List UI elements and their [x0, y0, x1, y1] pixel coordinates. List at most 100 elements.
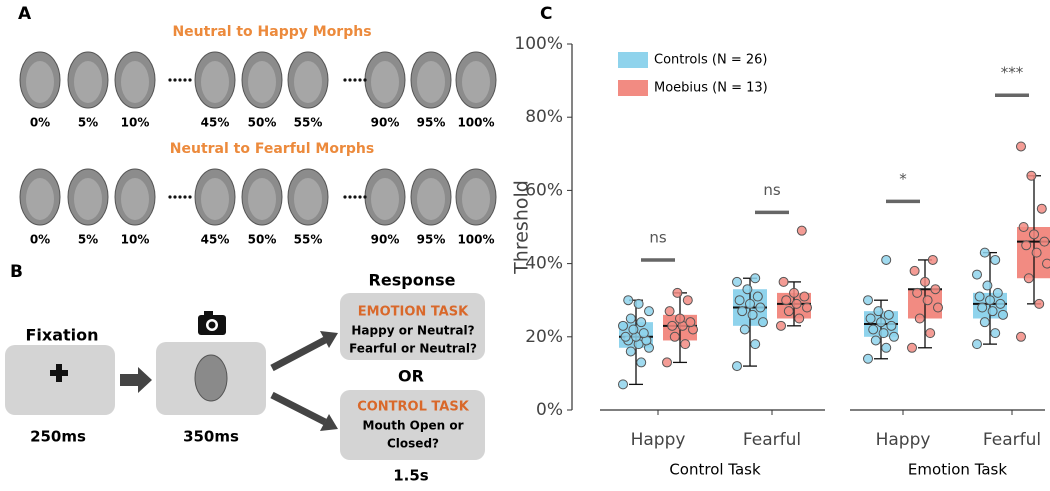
panel-letter: A — [18, 4, 32, 24]
arrow — [270, 336, 327, 372]
data-point — [933, 302, 943, 313]
data-point — [881, 254, 892, 265]
morph-label: 45% — [201, 116, 230, 130]
morph-label: 0% — [30, 233, 50, 247]
data-point — [739, 324, 750, 335]
x-tick-label: Happy — [631, 430, 686, 450]
y-tick-label: 100% — [514, 34, 563, 54]
x-tick-label: Happy — [876, 430, 931, 450]
arrow — [270, 391, 327, 426]
task-title: EMOTION TASK — [358, 305, 469, 320]
face-skin — [294, 61, 322, 103]
data-point — [636, 357, 647, 368]
group-label: Emotion Task — [908, 461, 1007, 479]
morph-label: 55% — [294, 233, 323, 247]
panel-c: 0% 20% 40% 60% 80% 100% Happy Fearful Happy Fearf… — [514, 34, 1050, 479]
data-point — [990, 328, 1001, 339]
data-point — [682, 295, 693, 306]
arrow — [320, 414, 338, 431]
data-point — [977, 302, 988, 313]
data-point — [1031, 247, 1042, 258]
data-point — [998, 309, 1008, 320]
y-tick-label: 80% — [525, 107, 563, 127]
ellipsis-dot — [363, 78, 367, 82]
ellipsis-dot — [343, 78, 347, 82]
y-tick-label: 20% — [525, 327, 563, 347]
face-skin — [121, 178, 149, 220]
morph-label: 0% — [30, 116, 50, 130]
ellipsis-dot — [348, 78, 352, 82]
face-skin — [462, 61, 490, 103]
face-skin — [26, 61, 54, 103]
data-point — [995, 298, 1006, 309]
arrow — [120, 367, 152, 393]
data-point — [758, 317, 768, 328]
significance-label: ns — [763, 181, 781, 199]
ellipsis-dot — [183, 78, 187, 82]
data-point — [783, 306, 794, 317]
panel-letter: C — [540, 4, 552, 24]
label: 250ms — [30, 428, 86, 446]
x-tick-label: Fearful — [983, 430, 1041, 450]
morph-label: 55% — [294, 116, 323, 130]
significance-label: * — [899, 170, 907, 188]
data-point — [625, 313, 636, 324]
data-point — [734, 295, 745, 306]
data-point — [628, 324, 639, 335]
data-point — [667, 320, 678, 331]
data-point — [669, 331, 680, 342]
label: 1.5s — [393, 467, 429, 485]
ellipsis-dot — [173, 78, 177, 82]
task-text: Mouth Open or — [363, 419, 464, 433]
data-point — [633, 298, 644, 309]
data-point — [883, 309, 894, 320]
data-point — [664, 306, 675, 317]
face-skin — [462, 178, 490, 220]
data-point — [750, 339, 761, 350]
ellipsis-dot — [353, 195, 357, 199]
label: Response — [369, 271, 456, 290]
data-point — [776, 320, 786, 331]
data-point — [870, 335, 881, 346]
data-point — [802, 302, 812, 313]
face — [194, 354, 228, 402]
data-point — [747, 309, 758, 320]
data-point — [755, 302, 766, 313]
data-point — [737, 306, 748, 317]
data-point — [863, 295, 873, 306]
task-box — [340, 293, 485, 360]
data-point — [863, 353, 873, 364]
morph-label: 5% — [78, 233, 98, 247]
group-label: Control Task — [669, 461, 761, 479]
ellipsis-dot — [178, 195, 182, 199]
data-point — [914, 313, 925, 324]
significance-label: *** — [1001, 64, 1024, 82]
data-point — [672, 287, 683, 298]
legend-label: Moebius (N = 13) — [654, 81, 768, 96]
ellipsis-dot — [168, 78, 172, 82]
morph-label: 50% — [248, 116, 277, 130]
data-point — [992, 287, 1003, 298]
task-text: Happy or Neutral? — [351, 324, 474, 338]
data-point — [636, 317, 647, 328]
data-point — [1039, 236, 1050, 247]
data-point — [618, 320, 628, 331]
x-tick-label: Fearful — [743, 430, 801, 450]
ellipsis-dot — [188, 78, 192, 82]
data-point — [796, 225, 807, 236]
data-point — [1026, 170, 1037, 181]
data-point — [878, 328, 889, 339]
morph-label: 95% — [417, 233, 446, 247]
task-box — [340, 390, 485, 460]
data-point — [972, 339, 982, 350]
morph-label: 90% — [371, 233, 400, 247]
data-point — [987, 306, 998, 317]
data-point — [644, 306, 654, 317]
morph-label: 100% — [457, 116, 494, 130]
face-skin — [121, 61, 149, 103]
morph-label: 95% — [417, 116, 446, 130]
y-tick-label: 40% — [525, 254, 563, 274]
legend-label: Controls (N = 26) — [654, 53, 767, 68]
data-point — [1016, 141, 1026, 152]
